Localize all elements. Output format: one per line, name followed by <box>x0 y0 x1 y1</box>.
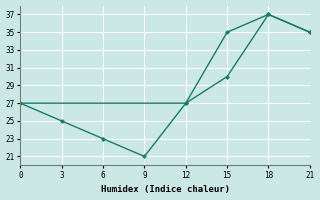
X-axis label: Humidex (Indice chaleur): Humidex (Indice chaleur) <box>100 185 229 194</box>
